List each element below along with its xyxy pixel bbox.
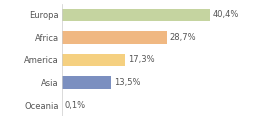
Bar [62,76,111,89]
Bar [62,31,167,44]
Text: 17,3%: 17,3% [128,55,155,64]
Text: 40,4%: 40,4% [213,10,239,19]
Bar [62,54,125,66]
Bar [62,9,210,21]
Text: 0,1%: 0,1% [65,101,86,110]
Text: 28,7%: 28,7% [170,33,197,42]
Text: 13,5%: 13,5% [114,78,141,87]
